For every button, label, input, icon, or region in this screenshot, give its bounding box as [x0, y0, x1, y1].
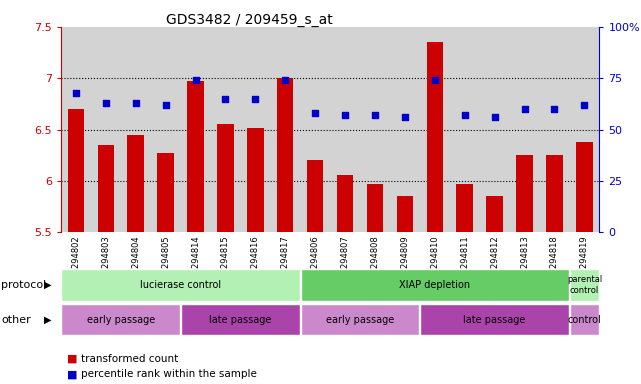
Bar [301, 270, 569, 301]
Point [370, 112, 380, 118]
Bar [576, 142, 593, 232]
Point [579, 102, 590, 108]
Bar [546, 155, 563, 232]
Point [429, 77, 440, 83]
Point [71, 89, 81, 96]
Point [340, 112, 350, 118]
Text: late passage: late passage [463, 314, 526, 325]
Point [101, 100, 111, 106]
Point [310, 110, 320, 116]
Bar [247, 127, 263, 232]
Bar [187, 81, 204, 232]
Point [160, 102, 171, 108]
Text: protocol: protocol [1, 280, 47, 290]
Point [460, 112, 470, 118]
Point [250, 96, 260, 102]
Text: percentile rank within the sample: percentile rank within the sample [81, 369, 257, 379]
Point [190, 77, 201, 83]
Bar [397, 196, 413, 232]
Text: early passage: early passage [87, 314, 155, 325]
Bar [277, 78, 294, 232]
Text: ▶: ▶ [44, 314, 51, 325]
Bar [570, 270, 599, 301]
Point [280, 77, 290, 83]
Bar [97, 145, 114, 232]
Text: parental
control: parental control [567, 275, 602, 295]
Bar [427, 42, 443, 232]
Point [131, 100, 141, 106]
Text: ▶: ▶ [44, 280, 51, 290]
Text: XIAP depletion: XIAP depletion [399, 280, 470, 290]
Bar [301, 304, 419, 335]
Bar [68, 109, 84, 232]
Point [221, 96, 231, 102]
Bar [487, 196, 503, 232]
Text: late passage: late passage [209, 314, 272, 325]
Bar [456, 184, 473, 232]
Point [549, 106, 560, 112]
Bar [570, 304, 599, 335]
Bar [217, 124, 233, 232]
Point [519, 106, 529, 112]
Point [490, 114, 500, 120]
Bar [128, 135, 144, 232]
Bar [337, 175, 353, 232]
Bar [420, 304, 569, 335]
Text: other: other [1, 314, 31, 325]
Text: GDS3482 / 209459_s_at: GDS3482 / 209459_s_at [166, 13, 333, 27]
Bar [517, 155, 533, 232]
Point [400, 114, 410, 120]
Bar [62, 304, 180, 335]
Text: ■: ■ [67, 369, 78, 379]
Text: ■: ■ [67, 354, 78, 364]
Bar [181, 304, 299, 335]
Text: control: control [567, 314, 601, 325]
Text: lucierase control: lucierase control [140, 280, 221, 290]
Text: transformed count: transformed count [81, 354, 179, 364]
Bar [307, 161, 324, 232]
Bar [158, 153, 174, 232]
Bar [62, 270, 299, 301]
Bar [367, 184, 383, 232]
Text: early passage: early passage [326, 314, 394, 325]
